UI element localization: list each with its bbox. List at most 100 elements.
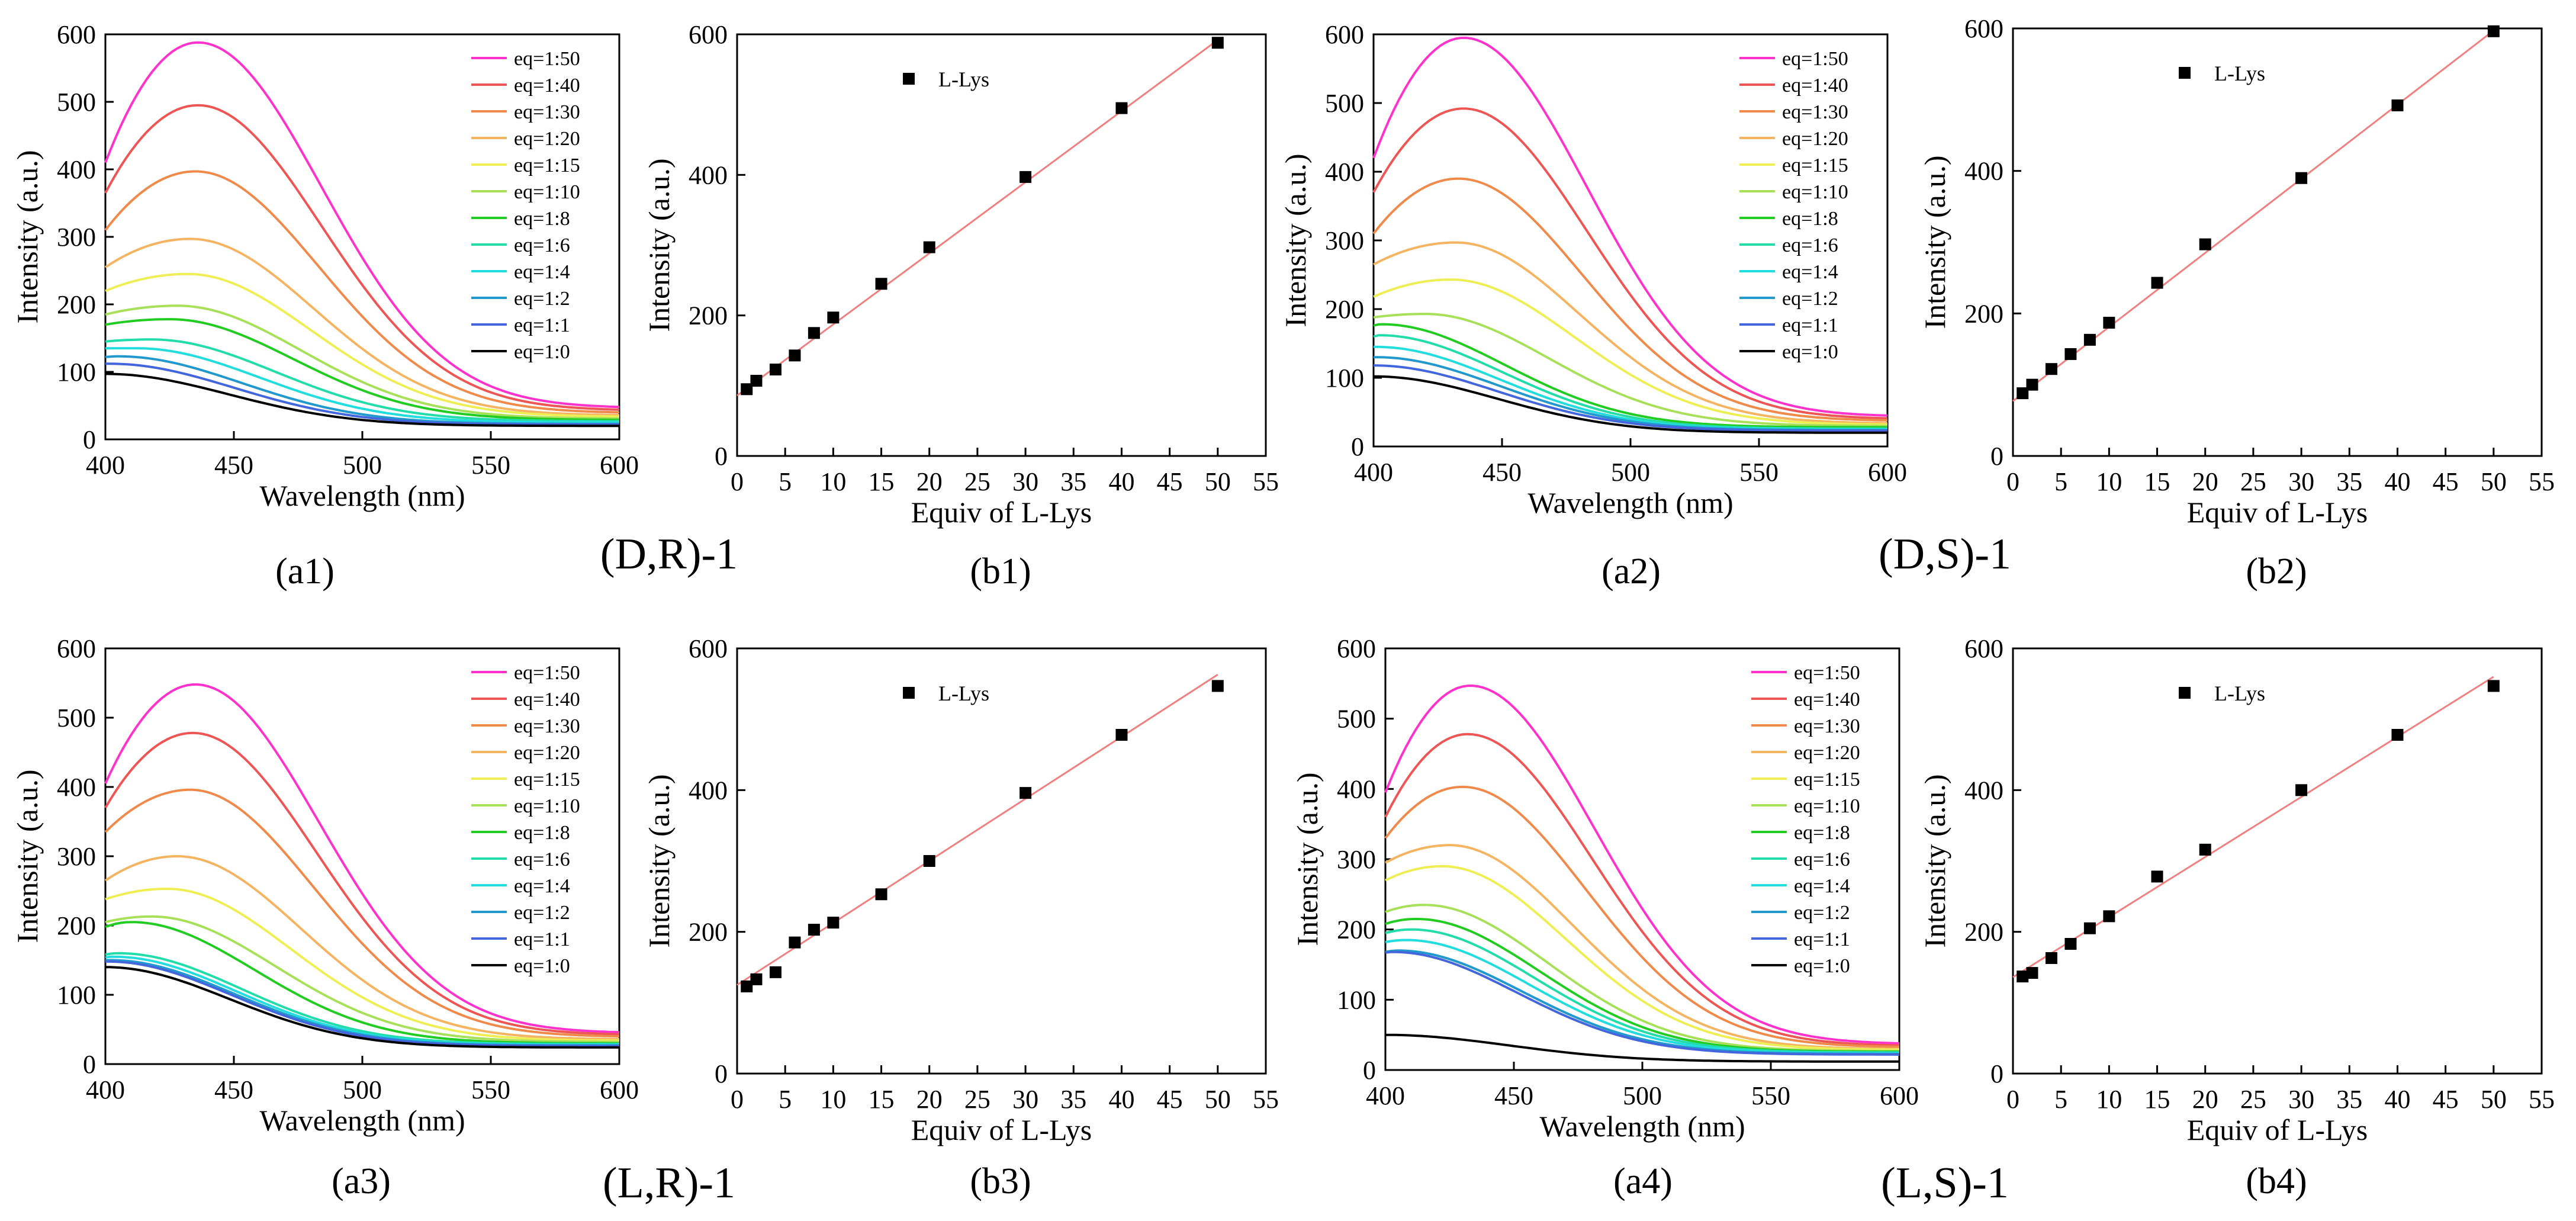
data-point-b1-3: [789, 349, 801, 362]
y-tick-label-a2: 400: [1325, 158, 1364, 187]
x-tick-label-a4: 450: [1494, 1081, 1533, 1110]
x-tick-label-b2: 25: [2240, 467, 2266, 496]
series-line-a2-11: [1373, 375, 1887, 434]
series-line-a1-7: [105, 338, 619, 423]
x-tick-label-b1: 0: [731, 467, 744, 496]
x-tick-label-b3: 10: [820, 1085, 846, 1114]
series-line-a2-4: [1373, 278, 1888, 426]
y-tick-label-b3: 600: [689, 634, 728, 663]
data-point-b1-7: [923, 241, 935, 253]
data-point-b3-10: [1211, 680, 1224, 692]
series-line-a4-3: [1385, 844, 1900, 1050]
legend-label-a2-11: eq=1:0: [1782, 341, 1838, 363]
series-line-a1-2: [104, 170, 620, 414]
fit-line-b1: [737, 39, 1218, 397]
y-tick-label-b4: 600: [1964, 634, 2003, 663]
y-tick-label-a2: 300: [1325, 226, 1364, 255]
legend-label-a2-9: eq=1:2: [1782, 288, 1838, 310]
data-point-b2-2: [2045, 363, 2057, 375]
series-line-a3-3: [104, 854, 620, 1040]
x-axis-label-a4: Wavelength (nm): [1539, 1110, 1745, 1143]
data-point-b3-6: [875, 888, 887, 901]
y-axis-label-b3: Intensity (a.u.): [642, 775, 676, 948]
y-tick-label-a1: 100: [57, 358, 96, 387]
legend-label-a3-5: eq=1:10: [514, 795, 580, 817]
legend-label-a2-6: eq=1:8: [1782, 208, 1838, 230]
legend-label-a3-10: eq=1:1: [514, 928, 570, 950]
y-tick-label-a4: 600: [1337, 634, 1376, 663]
panel-b4: 0 5 10 15 20 25 30 35 40 45 50 55 0 200 400 600 Equiv of…: [1918, 634, 2555, 1201]
y-tick-label-a2: 500: [1325, 89, 1364, 118]
x-tick-label-b2: 5: [2054, 467, 2067, 496]
legend-marker-b2: [2179, 67, 2191, 79]
legend-label-a3-9: eq=1:2: [514, 902, 570, 924]
legend-label-a2-10: eq=1:1: [1782, 314, 1838, 336]
y-tick-label-b2: 400: [1964, 157, 2003, 186]
legend-label-a3-4: eq=1:15: [514, 769, 580, 791]
legend-label-a3-0: eq=1:50: [514, 662, 580, 684]
data-point-b2-5: [2103, 316, 2115, 329]
x-tick-label-b4: 10: [2096, 1085, 2122, 1114]
x-axis-label-a3: Wavelength (nm): [259, 1104, 465, 1137]
y-axis-label-b2: Intensity (a.u.): [1918, 156, 1951, 329]
legend-label-a2-0: eq=1:50: [1782, 48, 1848, 70]
legend-label-a1-10: eq=1:1: [514, 314, 570, 336]
panel-label-a4: (a4): [1613, 1161, 1673, 1201]
panel-a3: 400 450 500 550 600 0 100 200 300 400 500 600 Wavele…: [11, 634, 639, 1201]
legend-label-a4-10: eq=1:1: [1794, 928, 1850, 950]
x-tick-label-b2: 20: [2192, 467, 2218, 496]
x-tick-label-b1: 40: [1108, 467, 1134, 496]
x-tick-label-a1: 450: [214, 451, 253, 480]
legend-label-a4-7: eq=1:6: [1794, 849, 1850, 870]
series-line-a3-2: [104, 788, 620, 1038]
x-tick-label-b4: 45: [2433, 1085, 2459, 1114]
legend-label-a4-0: eq=1:50: [1794, 662, 1860, 684]
series-line-a4-1: [1384, 732, 1900, 1047]
data-point-b1-4: [808, 327, 820, 339]
legend-label-a1-3: eq=1:20: [514, 128, 580, 150]
x-tick-label-a2: 450: [1482, 458, 1522, 487]
y-tick-label-b1: 400: [689, 160, 728, 189]
series-line-a3-11: [105, 966, 619, 1049]
y-tick-label-a4: 500: [1337, 705, 1376, 734]
legend-label-a1-0: eq=1:50: [514, 48, 580, 70]
panel-label-a3: (a3): [332, 1161, 391, 1201]
x-tick-label-b3: 0: [731, 1085, 744, 1114]
y-tick-label-a3: 0: [83, 1050, 96, 1079]
x-tick-label-b4: 15: [2144, 1085, 2170, 1114]
legend-label-a1-11: eq=1:0: [514, 341, 570, 363]
y-tick-label-a2: 600: [1325, 20, 1364, 49]
panel-label-a1: (a1): [275, 551, 335, 592]
y-tick-label-a2: 100: [1325, 364, 1364, 393]
x-tick-label-a4: 400: [1366, 1081, 1405, 1110]
legend-label-a2-7: eq=1:6: [1782, 234, 1838, 256]
x-tick-label-b1: 20: [916, 467, 943, 496]
series-line-a1-11: [105, 372, 619, 428]
x-tick-label-a2: 600: [1868, 458, 1907, 487]
x-tick-label-a2: 400: [1354, 458, 1393, 487]
series-line-a1-0: [104, 41, 620, 409]
y-tick-label-a2: 0: [1351, 432, 1364, 461]
x-tick-label-b1: 50: [1205, 467, 1231, 496]
legend-label-a2-8: eq=1:4: [1782, 261, 1838, 283]
legend-label-a2-5: eq=1:10: [1782, 181, 1848, 203]
data-point-b1-2: [769, 364, 782, 376]
y-axis-label-b4: Intensity (a.u.): [1918, 775, 1951, 948]
data-point-b3-3: [789, 936, 801, 949]
data-point-b2-8: [2295, 172, 2308, 184]
legend-label-a4-9: eq=1:2: [1794, 902, 1850, 924]
y-tick-label-a1: 200: [57, 290, 96, 319]
x-tick-label-b3: 40: [1108, 1085, 1134, 1114]
series-line-a4-2: [1384, 785, 1900, 1048]
y-tick-label-b3: 400: [689, 776, 728, 805]
legend-label-a3-11: eq=1:0: [514, 955, 570, 977]
y-tick-label-a3: 600: [57, 634, 96, 663]
x-tick-label-a3: 400: [86, 1075, 125, 1104]
x-tick-label-b2: 0: [2006, 467, 2019, 496]
data-point-b2-10: [2487, 25, 2500, 37]
x-tick-label-a2: 500: [1611, 458, 1650, 487]
data-point-b4-2: [2045, 952, 2057, 964]
x-tick-label-b3: 5: [779, 1085, 792, 1114]
data-point-b3-7: [923, 855, 935, 867]
